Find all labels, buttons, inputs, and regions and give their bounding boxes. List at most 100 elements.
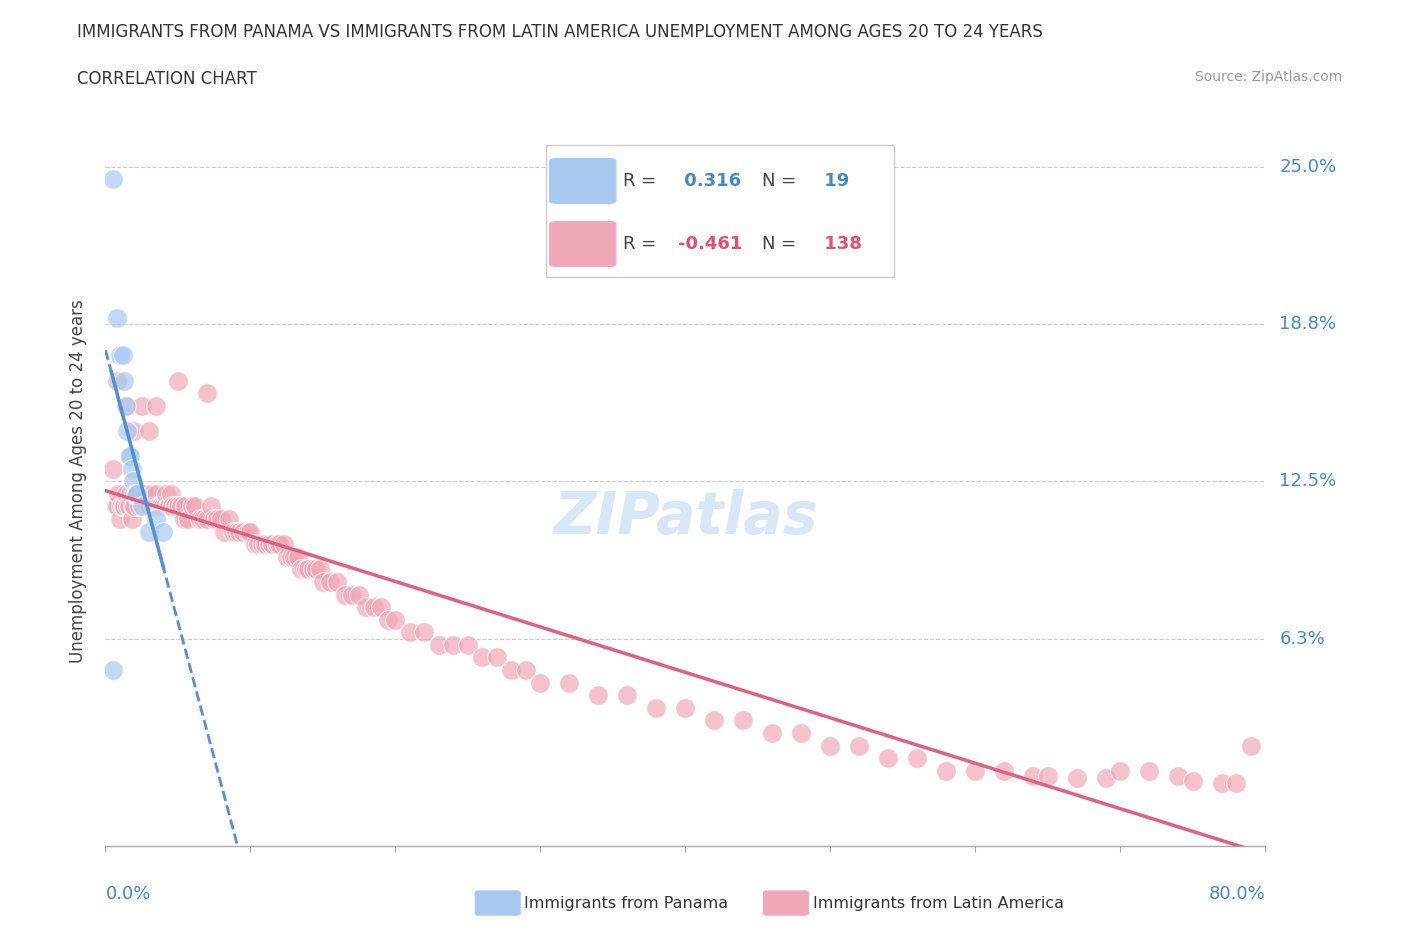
Point: [820, 738, 842, 753]
Text: 18.8%: 18.8%: [1279, 315, 1336, 333]
Point: [141, 486, 163, 501]
Point: [200, 499, 222, 514]
Point: [114, 486, 136, 501]
Point: [290, 562, 312, 577]
Point: [907, 751, 929, 765]
Text: 0.0%: 0.0%: [105, 885, 150, 903]
Point: [232, 525, 254, 539]
Point: [145, 512, 167, 526]
Point: [124, 499, 146, 514]
Point: [127, 486, 149, 501]
Point: [340, 587, 363, 602]
Point: [122, 474, 145, 489]
Point: [471, 650, 494, 665]
Point: [297, 562, 319, 577]
Point: [1036, 768, 1059, 783]
Point: [273, 537, 295, 551]
Point: [184, 499, 207, 514]
Point: [177, 512, 200, 526]
Point: [105, 373, 128, 388]
Point: [191, 512, 214, 526]
Point: [115, 398, 138, 413]
Point: [155, 486, 177, 501]
Point: [485, 650, 508, 665]
Point: [159, 486, 181, 501]
Point: [146, 499, 169, 514]
Point: [1167, 768, 1189, 783]
Point: [122, 499, 145, 514]
Point: [129, 486, 152, 501]
Text: Immigrants from Panama: Immigrants from Panama: [524, 896, 728, 910]
Point: [301, 562, 323, 577]
Point: [250, 537, 273, 551]
Point: [309, 562, 332, 577]
Point: [112, 373, 135, 388]
Point: [965, 764, 987, 778]
Point: [246, 537, 269, 551]
Point: [138, 525, 160, 539]
Point: [877, 751, 900, 765]
Point: [370, 600, 392, 615]
Point: [107, 486, 129, 501]
Text: 25.0%: 25.0%: [1279, 157, 1337, 176]
Point: [128, 499, 150, 514]
Point: [214, 525, 236, 539]
Text: 80.0%: 80.0%: [1209, 885, 1265, 903]
Point: [269, 537, 291, 551]
Point: [441, 637, 464, 652]
Point: [118, 499, 141, 514]
Point: [356, 600, 378, 615]
Point: [1211, 776, 1233, 790]
Point: [108, 348, 131, 363]
Point: [121, 461, 143, 476]
Point: [108, 512, 131, 526]
Point: [167, 373, 190, 388]
Point: [529, 675, 551, 690]
Point: [384, 612, 406, 627]
Point: [733, 713, 755, 728]
Point: [132, 499, 155, 514]
Point: [124, 486, 146, 501]
Point: [1095, 771, 1118, 786]
Point: [218, 512, 240, 526]
Point: [457, 637, 479, 652]
Point: [111, 348, 134, 363]
Point: [501, 663, 523, 678]
Text: Immigrants from Latin America: Immigrants from Latin America: [813, 896, 1064, 910]
Point: [515, 663, 537, 678]
Point: [294, 562, 316, 577]
Point: [153, 499, 176, 514]
Point: [105, 311, 128, 325]
Point: [703, 713, 725, 728]
Point: [149, 499, 172, 514]
Point: [312, 575, 335, 590]
Y-axis label: Unemployment Among Ages 20 to 24 years: Unemployment Among Ages 20 to 24 years: [69, 299, 87, 663]
Point: [188, 512, 211, 526]
Point: [165, 499, 187, 514]
Point: [136, 499, 159, 514]
Point: [326, 575, 349, 590]
Point: [131, 499, 153, 514]
Point: [993, 764, 1015, 778]
Point: [112, 499, 135, 514]
Point: [259, 537, 281, 551]
Point: [280, 550, 302, 565]
Point: [101, 172, 124, 187]
Point: [174, 499, 197, 514]
Point: [211, 512, 233, 526]
Point: [120, 448, 142, 463]
Point: [205, 512, 228, 526]
Point: [319, 575, 342, 590]
Point: [239, 525, 262, 539]
Point: [236, 525, 259, 539]
Point: [127, 486, 149, 501]
Point: [131, 486, 153, 501]
Point: [125, 486, 148, 501]
Point: [118, 448, 141, 463]
Point: [145, 398, 167, 413]
Point: [105, 499, 128, 514]
Text: CORRELATION CHART: CORRELATION CHART: [77, 70, 257, 87]
Point: [427, 637, 450, 652]
Point: [287, 550, 309, 565]
Point: [101, 461, 124, 476]
